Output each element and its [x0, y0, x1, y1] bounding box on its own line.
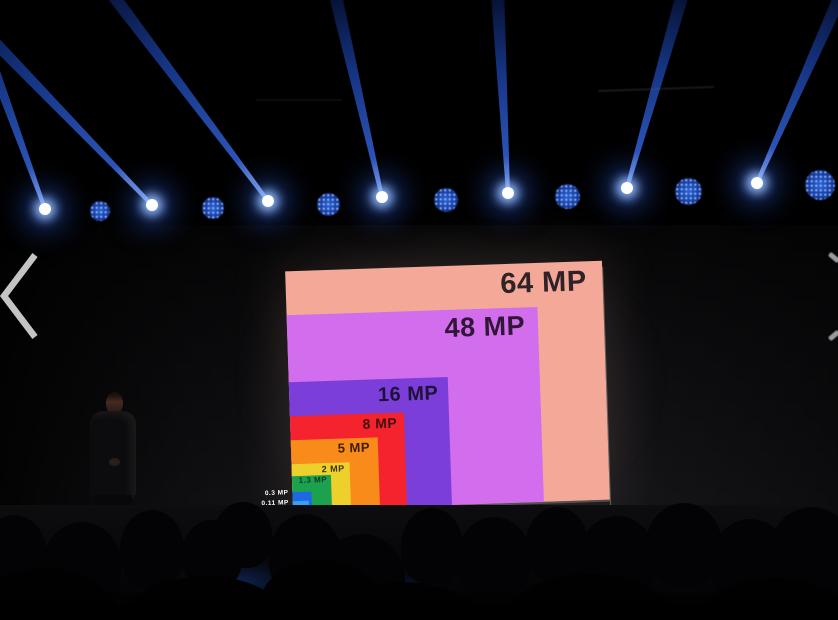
- spotlight-head: [376, 191, 388, 203]
- mp-label: 48 MP: [444, 310, 526, 344]
- presenter-head: [106, 392, 123, 414]
- led-panel-light: [316, 192, 340, 216]
- mp-label: 5 MP: [337, 439, 371, 456]
- mp-label: 1.3 MP: [298, 475, 328, 485]
- spotlight-head: [39, 203, 51, 215]
- mp-label: 16 MP: [377, 382, 439, 407]
- audience-head: [120, 510, 184, 588]
- mp-label: 8 MP: [362, 414, 398, 432]
- led-panel-light: [202, 197, 224, 219]
- spotlight-head: [262, 195, 274, 207]
- audience-head: [526, 507, 588, 581]
- chevron-left-icon[interactable]: [0, 251, 40, 341]
- presenter-hands: [109, 458, 120, 466]
- mp-label: 0.3 MP: [264, 489, 289, 498]
- audience-head: [457, 517, 531, 601]
- presentation-screen: 64 MP 48 MP 16 MP 8 MP 5 MP 2 MP 1.3 MP 0.3 MP 0…: [261, 260, 612, 513]
- led-panel-light: [805, 170, 835, 200]
- led-panel-light: [554, 183, 580, 209]
- spotlight-head: [621, 182, 633, 194]
- led-panel-light: [674, 177, 702, 205]
- mp-label: 64 MP: [499, 265, 588, 301]
- spotlight-head: [502, 187, 514, 199]
- audience-head: [401, 508, 463, 584]
- bottom-vignette: [0, 588, 838, 620]
- spotlight-head: [751, 177, 763, 189]
- hall-ceiling: [0, 0, 838, 232]
- mp-label: 2 MP: [321, 463, 345, 475]
- ceiling-truss: [256, 99, 342, 101]
- audience-head: [646, 503, 722, 587]
- audience-head: [214, 502, 272, 568]
- presenter-torso: [90, 411, 136, 499]
- led-panel-light: [434, 188, 458, 212]
- led-panel-light: [90, 201, 110, 221]
- spotlight-head: [146, 199, 158, 211]
